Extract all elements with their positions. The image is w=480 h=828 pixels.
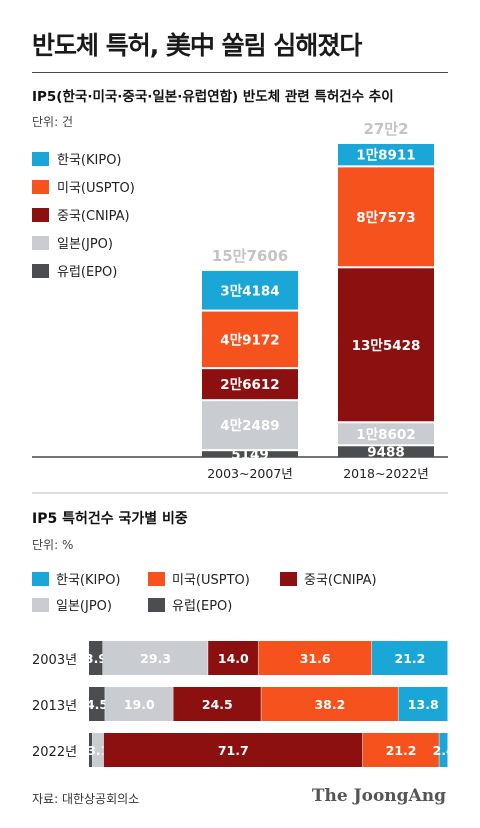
chart2-legend-label: 중국(CNIPA) [304, 573, 377, 588]
chart1-data-label: 5149 [231, 447, 269, 463]
chart1-legend-swatch [32, 180, 49, 194]
chart1-category-label: 2018~2022년 [343, 466, 429, 481]
chart2-data-label: 24.5 [202, 697, 233, 712]
chart2-bar-segment [362, 733, 439, 767]
chart2-legend-label: 일본(JPO) [56, 599, 112, 614]
chart1-legend-swatch [32, 264, 49, 278]
chart1-bar-segment [338, 144, 434, 166]
chart1-total-label: 15만7606 [212, 247, 288, 265]
chart2-bar-segment [89, 641, 103, 675]
chart1-bar-segment [202, 369, 298, 400]
chart2-bar-segment [103, 641, 208, 675]
chart2-data-label: 4.5 [86, 697, 108, 712]
chart2-title: IP5 특허건수 국가별 비중 [32, 510, 188, 527]
chart2-legend-label: 한국(KIPO) [56, 573, 121, 588]
chart2-data-label: 71.7 [218, 743, 249, 758]
chart2-legend-swatch [148, 598, 165, 612]
chart2-legend-swatch [32, 572, 49, 586]
chart1-data-label: 2만6612 [220, 377, 279, 393]
chart1-bar-segment [338, 167, 434, 267]
source-note: 자료: 대한상공회의소 [32, 792, 140, 806]
chart2-bar-segment [398, 687, 448, 721]
chart2-bar-segment [258, 641, 372, 675]
chart1-title: IP5(한국·미국·중국·일본·유럽연합) 반도체 관련 특허건수 추이 [32, 88, 394, 105]
chart1-legend-swatch [32, 152, 49, 166]
chart2-bar-segment [92, 733, 104, 767]
chart2-bar-segment [105, 687, 173, 721]
chart1-data-label: 1만8602 [356, 427, 415, 443]
chart2-bar-segment [89, 687, 105, 721]
chart2-bar-segment [208, 641, 258, 675]
chart1-legend-label: 한국(KIPO) [57, 153, 122, 168]
chart2-data-label: 13.8 [408, 697, 439, 712]
chart2-bar-segment [173, 687, 261, 721]
chart2-row-label: 2022년 [32, 745, 77, 760]
chart1-category-label: 2003~2007년 [207, 466, 293, 481]
chart1-total-label: 27만2 [363, 120, 408, 138]
chart2-data-label: 29.3 [140, 651, 171, 666]
chart2-row-label: 2003년 [32, 653, 77, 668]
chart1-bar-segment [202, 451, 298, 457]
chart2-data-label: 31.6 [300, 651, 331, 666]
chart1-legend-label: 유럽(EPO) [57, 265, 117, 280]
chart1-bar-segment [338, 423, 434, 445]
chart1-legend-label: 일본(JPO) [57, 237, 113, 252]
chart2-bar-segment [89, 733, 93, 767]
chart2-data-label: 2.4 [433, 743, 455, 758]
chart2-row-label: 2013년 [32, 699, 77, 714]
chart2-data-label: 19.0 [124, 697, 155, 712]
chart2-data-label: 3.1 [87, 743, 109, 758]
page-title: 반도체 특허, 美中 쏠림 심해졌다 [32, 31, 362, 60]
chart2-bar-segment [103, 733, 363, 767]
chart1-data-label: 4만9172 [220, 332, 279, 348]
title-divider [32, 72, 448, 73]
chart1-data-label: 1만8911 [356, 148, 415, 164]
chart1-data-label: 13만5428 [352, 338, 421, 354]
chart2-data-label: 3.9 [85, 651, 107, 666]
chart1-unit: 단위: 건 [32, 115, 73, 129]
chart1-bar-segment [202, 401, 298, 450]
chart2-data-label: 21.2 [395, 651, 426, 666]
chart1-bar-segment [202, 311, 298, 368]
chart1-bar-segment [202, 270, 298, 310]
chart1-legend-swatch [32, 236, 49, 250]
chart2-legend-swatch [148, 572, 165, 586]
chart2-bar-segment [261, 687, 398, 721]
chart1-legend-label: 미국(USPTO) [57, 181, 135, 196]
chart2-bar-segment [371, 641, 448, 675]
chart1-data-label: 3만4184 [220, 283, 279, 299]
chart2-data-label: 21.2 [386, 743, 417, 758]
chart2-data-label: 14.0 [218, 651, 249, 666]
chart2-legend-label: 유럽(EPO) [172, 599, 232, 614]
chart2-legend-label: 미국(USPTO) [172, 573, 250, 588]
chart1-legend-swatch [32, 208, 49, 222]
chart2-legend-swatch [32, 598, 49, 612]
chart1-bar-segment [338, 268, 434, 422]
chart2-bar-segment [439, 733, 448, 767]
chart1-bar-segment [338, 446, 434, 457]
chart1-data-label: 9488 [367, 445, 405, 461]
chart2-data-label: 38.2 [314, 697, 345, 712]
chart1-data-label: 4만2489 [220, 418, 279, 434]
chart1-legend-label: 중국(CNIPA) [57, 209, 130, 224]
chart1-data-label: 8만7573 [356, 210, 415, 226]
chart2-unit: 단위: % [32, 538, 73, 552]
publisher-logo: The JoongAng [311, 786, 446, 806]
chart2-legend-swatch [280, 572, 297, 586]
